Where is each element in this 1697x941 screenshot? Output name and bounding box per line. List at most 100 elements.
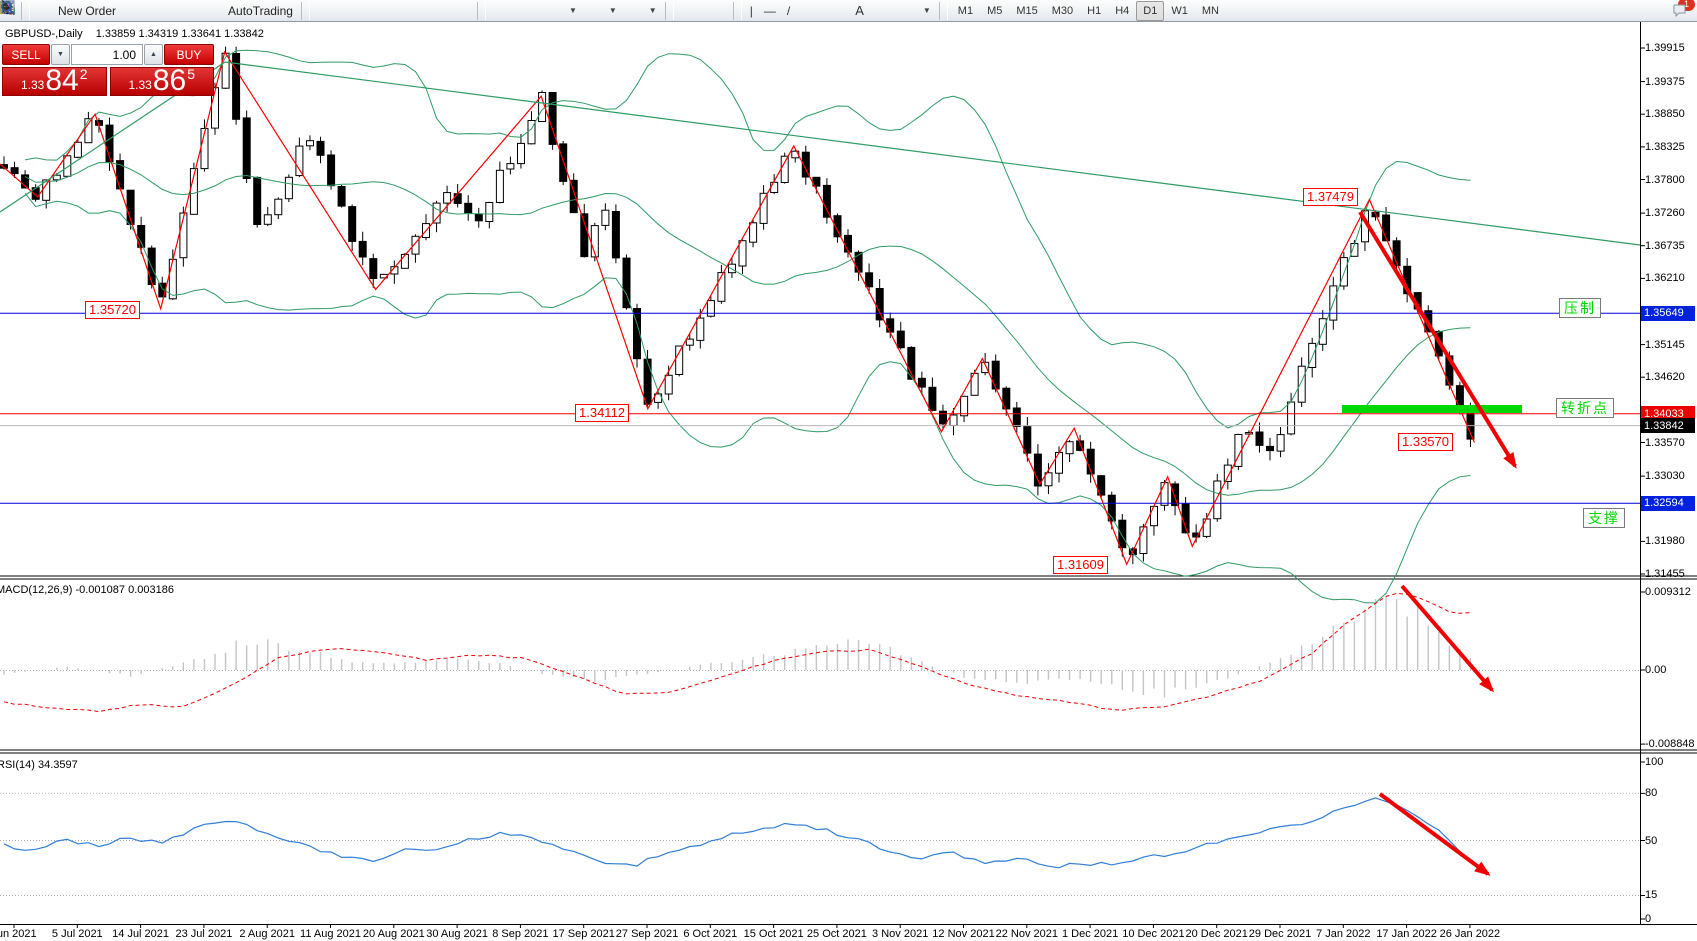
date-tick-label: 25 Oct 2021 xyxy=(806,928,867,940)
toolbar-separator xyxy=(664,1,674,20)
hline-tool-button[interactable]: — xyxy=(759,0,781,22)
template-icon xyxy=(0,0,644,19)
crosshair-tool-button[interactable] xyxy=(0,0,730,22)
market-watch-icon xyxy=(2,0,170,19)
autotrading-label: AutoTrading xyxy=(228,3,293,18)
timeframe-button-m1[interactable]: M1 xyxy=(957,4,974,17)
ask-price-main: 86 xyxy=(152,64,187,97)
equidistant-channel-icon: E xyxy=(0,0,817,19)
ask-price-display[interactable]: 1.33 86 5 xyxy=(109,64,214,97)
vline-tool-button[interactable]: | xyxy=(745,0,758,22)
vertical-line-icon: | xyxy=(749,3,753,18)
volume-up-button[interactable]: ▲ xyxy=(144,44,163,65)
toolbar-separator xyxy=(21,1,30,20)
shapes-tool-button[interactable]: ▼ xyxy=(2,0,936,22)
new-order-button[interactable]: New Order xyxy=(1,0,121,22)
zoom-out-button[interactable] xyxy=(1,0,447,22)
timeframe-button-h1[interactable]: H1 xyxy=(1087,4,1102,17)
price-callout-label[interactable]: 1.37479 xyxy=(1303,188,1358,206)
price-tick-label: 1.38325 xyxy=(1645,140,1685,153)
zone-text-label[interactable]: 转折点 xyxy=(1556,398,1614,418)
rsi-indicator-label: RSI(14) 34.3597 xyxy=(0,759,78,771)
line-chart-mode-button[interactable] xyxy=(0,0,393,22)
timeframe-button-h4[interactable]: H4 xyxy=(1115,4,1130,17)
channel-tool-button[interactable]: E xyxy=(0,0,822,22)
notification-badge: 1 xyxy=(1678,0,1695,11)
timeframe-button-mn[interactable]: MN xyxy=(1201,4,1219,17)
buy-button[interactable]: BUY xyxy=(164,44,214,65)
timeframe-button-m15[interactable]: M15 xyxy=(1016,4,1038,17)
add-indicator-icon xyxy=(1,1,564,19)
price-callout-label[interactable]: 1.35720 xyxy=(85,301,140,319)
price-callout-label[interactable]: 1.34112 xyxy=(575,404,630,422)
dropdown-caret-icon: ▼ xyxy=(568,6,577,15)
indicator-cursor-button[interactable] xyxy=(1,0,542,22)
price-tick-label: 1.34620 xyxy=(1645,371,1685,384)
price-callout-label[interactable]: 1.33570 xyxy=(1398,433,1453,451)
date-tick-label: 14 Jul 2021 xyxy=(112,928,170,940)
cursor-tool-button[interactable] xyxy=(2,0,703,22)
zone-text-label[interactable]: 压制 xyxy=(1559,298,1601,318)
date-tick-label: 26 Jan 2022 xyxy=(1439,928,1501,940)
volume-down-button[interactable]: ▼ xyxy=(51,44,70,65)
price-tick-label: 1.39915 xyxy=(1645,42,1685,54)
chart-symbol-period: GBPUSD-,Daily xyxy=(5,28,83,40)
date-tick-label: 30 Aug 2021 xyxy=(426,928,488,940)
trendline-tool-button[interactable]: / xyxy=(782,0,795,22)
search-icon[interactable] xyxy=(1,1,1667,19)
autotrading-icon xyxy=(1,1,224,19)
rsi-tick-label: 0 xyxy=(1645,913,1652,925)
date-tick-label: 7 Jan 2022 xyxy=(1316,928,1371,940)
notifications-button[interactable]: 1 xyxy=(1673,0,1695,19)
rsi-tick-label: 50 xyxy=(1645,834,1658,847)
date-tick-label: 27 Sep 2021 xyxy=(615,928,679,940)
bid-price-display[interactable]: 1.33 84 2 xyxy=(2,66,107,96)
template-button[interactable]: ▼ xyxy=(0,0,662,22)
date-tick-label: 29 Dec 2021 xyxy=(1248,928,1312,940)
price-callout-label[interactable]: 1.31609 xyxy=(1053,556,1108,574)
timeframe-button-w1[interactable]: W1 xyxy=(1171,4,1188,17)
webcast-button[interactable] xyxy=(0,0,202,22)
one-click-trade-panel: SELL ▼ 1.00 ▲ BUY 1.33 84 2 1.33 86 5 xyxy=(2,44,214,96)
bar-chart-mode-button[interactable] xyxy=(0,0,339,22)
volume-input[interactable]: 1.00 xyxy=(71,44,143,65)
zoom-in-button[interactable] xyxy=(1,0,420,22)
candlestick-mode-button[interactable] xyxy=(2,0,366,22)
timeframe-button-m30[interactable]: M30 xyxy=(1051,4,1074,17)
chart-title: GBPUSD-,Daily 1.33859 1.34319 1.33641 1.… xyxy=(5,28,264,40)
period-button[interactable]: ▼ xyxy=(0,0,622,22)
arrows-icon xyxy=(2,2,918,19)
add-indicator-button[interactable]: ▼ xyxy=(1,0,582,22)
indicator-list-button[interactable] xyxy=(1,0,515,22)
fibonacci-tool-button[interactable]: F xyxy=(0,0,849,22)
market-watch-button[interactable] xyxy=(2,0,175,22)
profiles-button[interactable] xyxy=(0,0,148,22)
date-tick-label: 17 Jan 2022 xyxy=(1376,928,1437,940)
price-tick-label: 1.39375 xyxy=(1645,75,1685,88)
sell-button[interactable]: SELL xyxy=(2,44,50,65)
timeframe-group: M1 M5 M15 M30 H1 H4 D1 W1 MN xyxy=(951,0,1226,21)
text-tool-button[interactable]: A xyxy=(850,0,869,22)
price-tick-label: 1.36735 xyxy=(1645,239,1685,252)
date-tick-label: 12 Nov 2021 xyxy=(932,928,995,940)
timeframe-button-d1[interactable]: D1 xyxy=(1136,0,1165,21)
label-tool-button[interactable]: T xyxy=(0,0,896,22)
autotrading-button[interactable]: AutoTrading xyxy=(1,0,298,22)
price-tick-label: 1.37260 xyxy=(1645,207,1685,220)
profiles-icon xyxy=(0,1,143,19)
tile-windows-button[interactable] xyxy=(0,0,474,22)
indicator-cursor-icon xyxy=(1,1,537,19)
date-tick-label: 6 Oct 2021 xyxy=(683,928,738,940)
zone-text-label[interactable]: 支撑 xyxy=(1583,508,1625,528)
timeframe-button-m5[interactable]: M5 xyxy=(987,4,1003,17)
bid-price-pip: 2 xyxy=(79,66,88,82)
macd-indicator-label: MACD(12,26,9) -0.001087 0.003186 xyxy=(0,584,174,596)
axis-price-box: 1.35649 xyxy=(1641,305,1695,321)
dropdown-caret-icon: ▼ xyxy=(608,6,617,15)
date-tick-label: 23 Jul 2021 xyxy=(175,928,233,940)
text-icon: A xyxy=(855,3,864,18)
new-order-icon xyxy=(1,0,54,19)
toolbar-separator xyxy=(300,1,310,20)
